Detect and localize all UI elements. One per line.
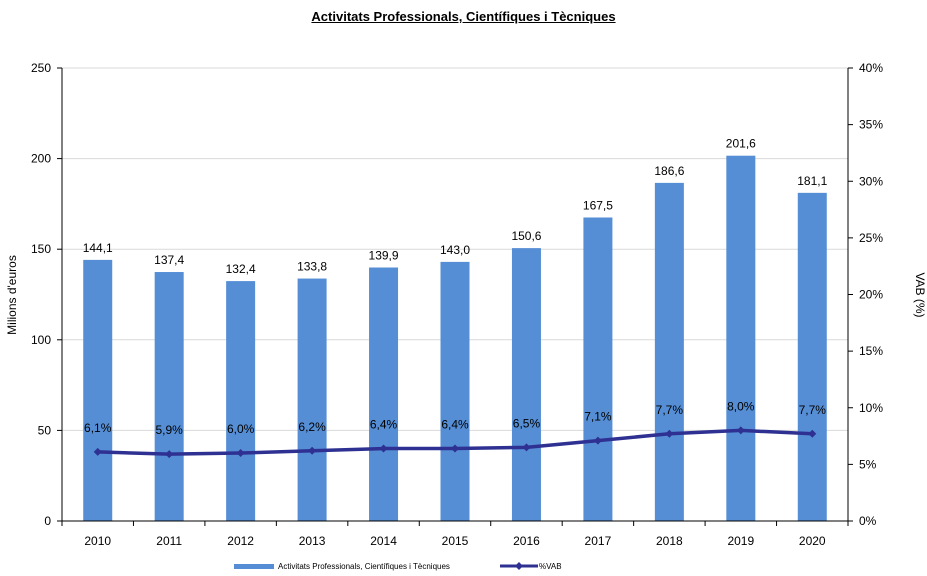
line-value-label: 8,0% [727,399,755,413]
y2-tick-label: 20% [859,288,883,302]
line-point [379,444,388,453]
line-value-label: 6,2% [298,420,326,434]
x-tick-label: 2012 [227,534,254,548]
bar [369,267,399,521]
legend-label-bars: Activitats Professionals, Científiques i… [278,562,450,571]
axes [57,67,853,526]
x-tick-label: 2013 [299,534,326,548]
legend-label-line: %VAB [539,562,562,571]
x-tick-label: 2016 [513,534,540,548]
bar-value-label: 181,1 [797,174,827,188]
x-tick-label: 2017 [585,534,612,548]
y2-tick-label: 0% [859,514,877,528]
line-point [451,444,459,453]
line-value-label: 6,4% [370,418,398,432]
x-tick-label: 2015 [442,534,469,548]
line-value-label: 5,9% [156,423,184,437]
y-tick-label: 50 [38,423,52,437]
x-tick-label: 2010 [84,534,111,548]
bar-value-label: 133,8 [297,260,327,274]
y2-tick-label: 35% [859,118,883,132]
y2-tick-label: 10% [859,401,883,415]
x-tick-label: 2018 [656,534,683,548]
line-point [736,426,745,435]
y2-tick-label: 25% [859,231,883,245]
bar-series [83,155,827,522]
line-point [93,447,102,456]
line-value-label: 7,7% [656,403,684,417]
y2-tick-label: 5% [859,457,877,471]
line-value-label: 7,1% [584,410,612,424]
bar-value-label: 201,6 [726,137,756,151]
bar [83,259,113,521]
y2-tick-label: 40% [859,61,883,75]
bar-value-label: 143,0 [440,243,470,257]
bar [726,155,756,521]
bar [797,192,827,521]
bar [297,278,327,521]
line-point [665,429,674,438]
bar [440,261,470,521]
y-tick-label: 250 [31,61,51,75]
line-point [808,429,817,438]
line-point [236,449,245,458]
y-tick-label: 200 [31,152,51,166]
bar-value-label: 167,5 [583,198,613,212]
bar-value-label: 139,9 [369,249,399,263]
line-point [593,436,602,445]
legend-marker-line [515,562,523,570]
line-value-label: 6,5% [513,416,541,430]
bar [511,248,541,521]
tick-labels: 0 50 100 150 200 250 0% 5% 10% 15% 20% 25% 30% 35% 40%… [31,61,883,548]
y-axis-title: Milions d'euros [5,255,19,335]
line-series [93,426,817,459]
bar-value-label: 137,4 [154,253,184,267]
chart-title: Activitats Professionals, Científiques i… [311,9,616,24]
bar-value-label: 132,4 [226,262,256,276]
bar [654,182,684,521]
line-value-label: 6,4% [441,418,469,432]
bar [154,272,184,521]
bar-value-label: 186,6 [654,164,684,178]
x-tick-label: 2020 [799,534,826,548]
x-tick-label: 2014 [370,534,397,548]
data-labels: 144,1 137,4 132,4 133,8 139,9 143,0 150,6 167,5… [83,137,828,437]
bar [226,281,256,521]
x-tick-label: 2019 [727,534,754,548]
line-point [308,446,317,455]
y2-tick-label: 15% [859,344,883,358]
legend: Activitats Professionals, Científiques i… [234,562,562,571]
y-tick-label: 100 [31,333,51,347]
bar [583,217,613,522]
line-value-label: 6,1% [84,421,112,435]
bar-value-label: 144,1 [83,241,113,255]
y2-tick-label: 30% [859,174,883,188]
line-point [165,450,174,459]
y-tick-label: 150 [31,242,51,256]
line-value-label: 6,0% [227,422,255,436]
y2-axis-title: VAB (%) [913,272,927,317]
line-value-label: 7,7% [799,403,827,417]
y-tick-label: 0 [44,514,51,528]
bar-value-label: 150,6 [511,229,541,243]
legend-swatch-bars [234,564,274,569]
x-tick-label: 2011 [156,534,182,548]
line-point [522,443,531,452]
